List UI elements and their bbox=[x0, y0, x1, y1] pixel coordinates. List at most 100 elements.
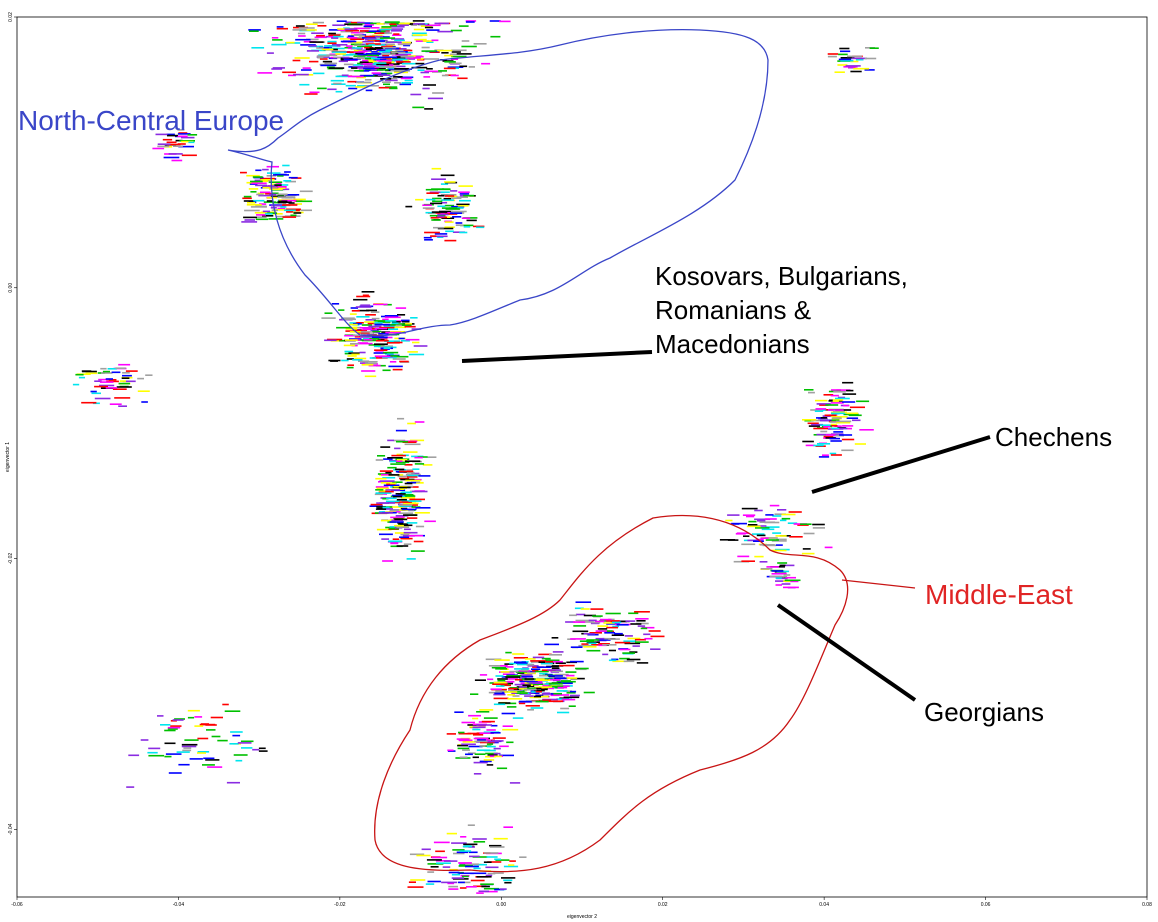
data-point bbox=[410, 55, 424, 58]
data-point bbox=[764, 521, 780, 524]
data-point bbox=[565, 621, 576, 623]
data-point bbox=[575, 601, 592, 603]
data-point bbox=[203, 757, 215, 760]
data-point bbox=[336, 326, 352, 329]
data-point bbox=[512, 653, 525, 655]
data-point bbox=[181, 745, 197, 748]
data-point bbox=[385, 490, 394, 493]
data-point bbox=[390, 463, 406, 465]
data-point bbox=[852, 419, 861, 422]
data-point bbox=[322, 60, 333, 63]
data-point bbox=[495, 859, 510, 861]
data-point bbox=[379, 502, 395, 504]
data-point bbox=[98, 378, 111, 381]
data-point bbox=[505, 651, 512, 654]
data-point bbox=[109, 403, 122, 405]
data-point bbox=[263, 201, 277, 203]
data-point bbox=[456, 203, 470, 206]
data-point bbox=[389, 527, 400, 530]
data-point bbox=[452, 849, 465, 851]
data-point bbox=[807, 422, 819, 425]
data-point bbox=[396, 440, 409, 443]
data-point bbox=[358, 50, 368, 53]
data-point bbox=[426, 859, 442, 861]
data-point bbox=[354, 44, 362, 47]
data-point bbox=[467, 752, 476, 754]
data-point bbox=[392, 358, 406, 360]
data-point bbox=[495, 690, 507, 692]
data-point bbox=[568, 705, 576, 707]
data-point bbox=[188, 141, 195, 144]
data-point bbox=[282, 216, 297, 218]
data-point bbox=[454, 711, 464, 713]
data-point bbox=[830, 402, 844, 404]
data-point bbox=[452, 231, 465, 233]
data-point bbox=[559, 697, 570, 699]
data-point bbox=[438, 70, 447, 72]
data-point bbox=[390, 69, 405, 72]
data-point bbox=[781, 583, 791, 585]
data-point bbox=[493, 693, 506, 696]
data-point bbox=[250, 191, 257, 193]
data-point bbox=[557, 682, 573, 685]
data-point bbox=[347, 23, 363, 26]
data-point bbox=[381, 26, 391, 28]
data-point bbox=[269, 187, 279, 189]
data-point bbox=[472, 838, 487, 840]
data-point bbox=[506, 741, 514, 744]
data-point bbox=[368, 44, 375, 46]
data-point bbox=[727, 514, 740, 516]
data-point bbox=[257, 216, 267, 218]
data-point bbox=[352, 64, 364, 66]
data-point bbox=[575, 613, 586, 616]
data-point bbox=[373, 320, 389, 322]
data-point bbox=[399, 524, 413, 527]
data-point bbox=[636, 662, 649, 664]
data-point bbox=[468, 745, 483, 748]
data-point bbox=[288, 74, 296, 77]
data-point bbox=[422, 207, 435, 209]
data-point bbox=[362, 328, 378, 331]
data-point bbox=[431, 178, 446, 180]
data-point bbox=[395, 65, 406, 68]
data-point bbox=[345, 330, 354, 332]
data-point bbox=[260, 179, 275, 181]
data-point bbox=[404, 464, 413, 466]
data-point bbox=[495, 668, 508, 670]
data-point bbox=[173, 145, 183, 147]
data-point bbox=[569, 614, 577, 617]
y-axis-title: eigenvector 1 bbox=[5, 442, 11, 472]
data-point bbox=[241, 221, 258, 223]
data-point bbox=[347, 35, 354, 37]
data-point bbox=[72, 383, 80, 386]
data-point bbox=[167, 728, 178, 730]
data-point bbox=[361, 370, 376, 372]
data-point bbox=[286, 41, 295, 44]
data-point bbox=[353, 326, 362, 329]
data-point bbox=[259, 177, 276, 180]
data-point bbox=[333, 56, 345, 59]
data-point bbox=[459, 199, 471, 202]
data-point bbox=[437, 227, 454, 230]
data-point bbox=[459, 850, 472, 852]
data-point bbox=[502, 673, 515, 675]
data-point bbox=[859, 429, 874, 431]
data-point bbox=[265, 213, 273, 215]
data-point bbox=[493, 837, 508, 840]
data-point bbox=[587, 633, 599, 636]
data-point bbox=[507, 680, 514, 683]
data-point bbox=[197, 751, 210, 753]
data-point bbox=[383, 351, 399, 354]
data-point bbox=[430, 235, 437, 237]
data-point bbox=[404, 443, 421, 446]
data-point bbox=[379, 326, 395, 329]
data-point bbox=[461, 217, 471, 219]
data-point bbox=[765, 539, 779, 541]
data-point bbox=[486, 729, 496, 731]
data-point bbox=[557, 685, 570, 687]
data-point bbox=[450, 29, 462, 32]
data-point bbox=[771, 570, 784, 572]
data-point bbox=[112, 388, 127, 390]
data-point bbox=[441, 74, 449, 77]
data-point bbox=[443, 67, 456, 70]
